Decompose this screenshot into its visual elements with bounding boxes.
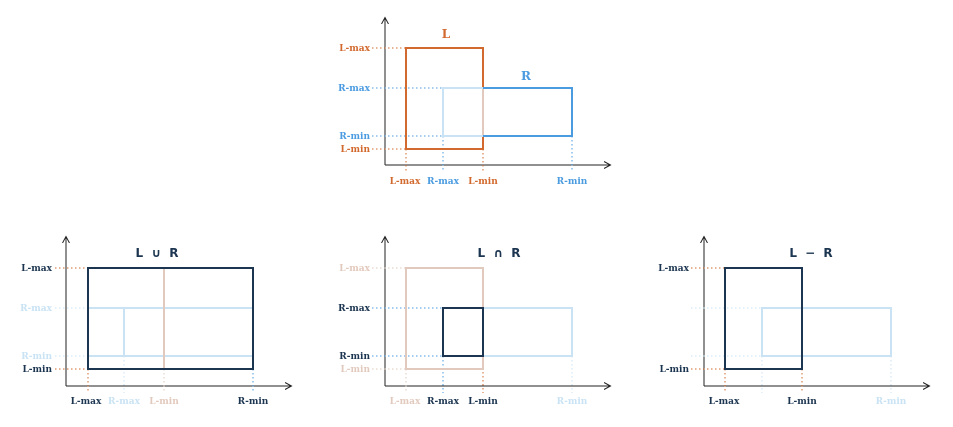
y-label-r-max: R-max: [20, 304, 53, 314]
y-label-l-min: L-min: [22, 365, 52, 375]
difference-rect: [724, 267, 803, 370]
union-rect: [87, 267, 254, 370]
faint-r-rect: [761, 307, 892, 357]
y-label-l-min: L-min: [340, 145, 370, 155]
y-label-l-max: L-max: [21, 264, 52, 274]
y-label-l-max: L-max: [339, 44, 370, 54]
y-label-r-min: R-min: [339, 132, 370, 142]
x-label-l-max: L-max: [71, 397, 102, 407]
union-panel: L ∪ R L-max R-max R-min L-min L-max R-ma…: [20, 237, 291, 407]
y-label-r-min: R-min: [21, 352, 52, 362]
faint-l-rect: [405, 267, 484, 370]
faint-r-rect: [442, 307, 573, 357]
guide-lines: [55, 267, 254, 393]
x-label-r-max: R-max: [427, 397, 460, 407]
difference-title: L − R: [789, 246, 834, 260]
guide-lines: [372, 267, 573, 393]
y-label-r-max: R-max: [338, 304, 371, 314]
x-label-r-min: R-min: [876, 397, 907, 407]
y-label-l-min: L-min: [659, 365, 689, 375]
difference-panel: L − R L-max L-min L-max L-min R-min: [658, 237, 929, 407]
x-label-r-min: R-min: [238, 397, 269, 407]
rect-r-label: R: [521, 69, 532, 83]
y-label-l-max: L-max: [658, 264, 689, 274]
union-title: L ∪ R: [136, 246, 181, 260]
y-label-l-min: L-min: [340, 365, 370, 375]
x-label-l-max: L-max: [390, 177, 421, 187]
x-label-l-min: L-min: [149, 397, 179, 407]
y-label-l-max: L-max: [339, 264, 370, 274]
rect-r-inner: [442, 87, 483, 137]
x-label-l-min: L-min: [468, 397, 498, 407]
x-label-r-min: R-min: [557, 177, 588, 187]
guide-lines: [372, 47, 573, 172]
guide-lines: [691, 267, 892, 393]
x-label-l-max: L-max: [390, 397, 421, 407]
x-label-r-min: R-min: [557, 397, 588, 407]
rect-l: [405, 47, 484, 150]
intersection-title: L ∩ R: [478, 246, 523, 260]
x-label-l-max: L-max: [709, 397, 740, 407]
y-label-r-max: R-max: [338, 84, 371, 94]
intersection-panel: L ∩ R L-max R-max R-min L-min L-max R-ma…: [338, 237, 610, 407]
x-label-r-max: R-max: [427, 177, 460, 187]
y-label-r-min: R-min: [339, 352, 370, 362]
x-label-l-min: L-min: [468, 177, 498, 187]
rect-l-label: L: [442, 27, 451, 41]
intersection-rect: [442, 307, 484, 357]
top-panel: L R L-max R-max R-min L-min L-max R-max …: [338, 18, 610, 187]
rect-r-outer: [483, 87, 573, 137]
x-label-r-max: R-max: [108, 397, 141, 407]
x-label-l-min: L-min: [787, 397, 817, 407]
faint-r-inner: [88, 307, 253, 357]
